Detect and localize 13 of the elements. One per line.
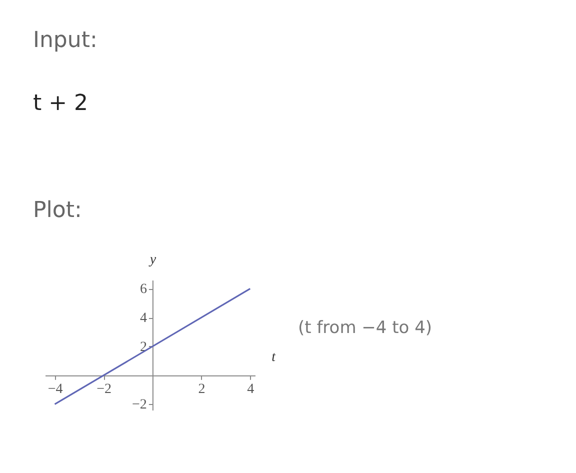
x-tick-label: −2 — [96, 382, 112, 397]
x-tick-label: −4 — [48, 382, 63, 397]
y-axis-title: y — [148, 252, 157, 268]
x-tick-label: 4 — [247, 382, 254, 397]
x-axis-title: t — [272, 350, 277, 365]
text: Plot: — [33, 198, 82, 223]
y-tick-label: 4 — [140, 311, 147, 326]
text: t + 2 — [33, 91, 88, 116]
y-tick-label: 6 — [140, 282, 147, 298]
text: Input: — [33, 28, 98, 53]
y-tick-label: −2 — [132, 398, 147, 413]
text: (t from −4 to 4) — [298, 318, 432, 338]
x-tick-label: 2 — [198, 382, 206, 397]
